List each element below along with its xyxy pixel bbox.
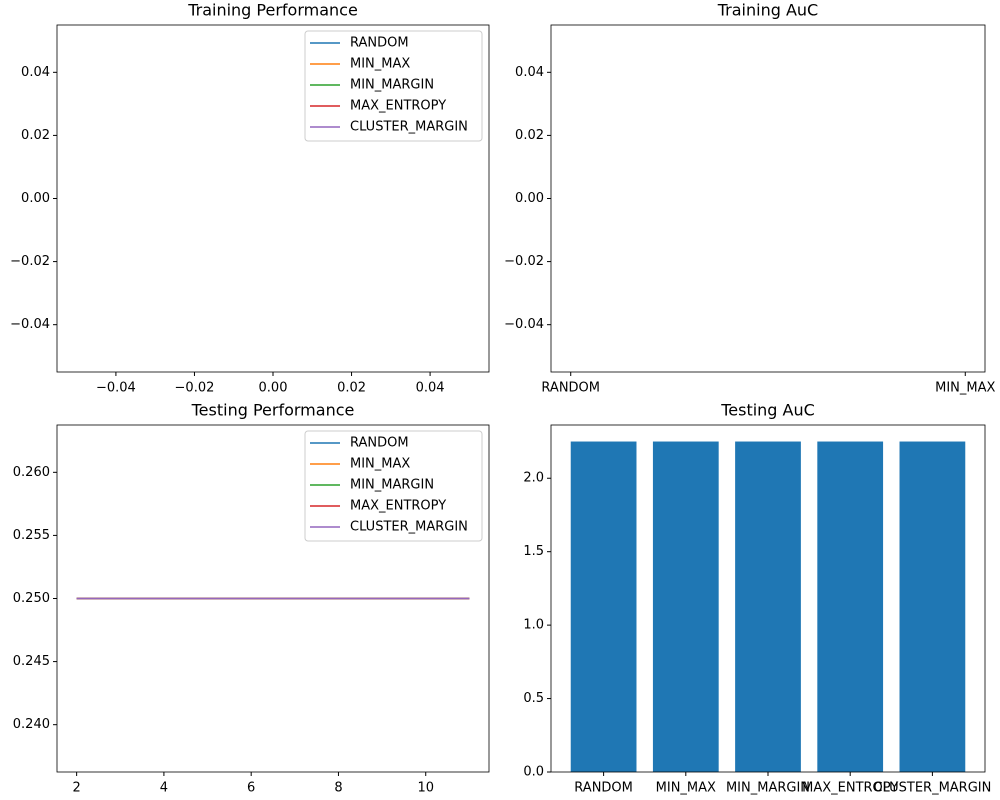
legend-label: MIN_MAX: [350, 457, 410, 472]
x-tick-label: 0.04: [416, 381, 445, 396]
x-tick-label: −0.02: [175, 381, 215, 396]
x-tick-label: MAX_ENTROPY: [802, 781, 898, 796]
y-tick-label: 0.240: [13, 717, 50, 732]
legend-label: CLUSTER_MARGIN: [350, 120, 468, 135]
x-tick-label: MIN_MARGIN: [726, 781, 810, 796]
subplot-title: Training Performance: [187, 1, 358, 20]
bar: [570, 441, 637, 772]
x-tick-label: 0.02: [337, 381, 366, 396]
x-tick-label: RANDOM: [541, 381, 600, 396]
y-tick-label: 0.255: [13, 528, 50, 543]
legend-label: MAX_ENTROPY: [350, 499, 446, 514]
legend-label: MIN_MARGIN: [350, 478, 434, 493]
y-tick-label: −0.02: [10, 254, 50, 269]
legend-box: [304, 430, 483, 542]
x-tick-label: 6: [247, 781, 255, 796]
bar: [817, 441, 884, 772]
axes-frame: [550, 24, 986, 373]
x-tick-label: RANDOM: [574, 781, 633, 796]
subplot-title: Testing AuC: [720, 401, 815, 420]
y-tick-label: 1.0: [523, 618, 544, 633]
y-tick-label: 0.0: [523, 765, 544, 780]
y-tick-label: 0.02: [515, 128, 544, 143]
axes-frame: [56, 424, 490, 773]
x-tick-label: MIN_MAX: [656, 781, 716, 796]
legend-label: MAX_ENTROPY: [350, 99, 446, 114]
y-tick-label: 0.02: [21, 128, 50, 143]
subplot: Training Performance −0.04 −0.02 0.00 0.02 0.…: [10, 1, 490, 396]
y-tick-label: −0.02: [504, 254, 544, 269]
x-tick-label: CLUSTER_MARGIN: [873, 781, 991, 796]
axes-frame: [56, 24, 490, 373]
legend-label: RANDOM: [350, 436, 409, 451]
plot-area: [551, 25, 985, 372]
x-tick-label: 0.00: [259, 381, 288, 396]
subplot: Training AuC −0.04 −0.02 0.00 0.02 0.04 RANDOM…: [504, 1, 995, 396]
y-tick-label: 1.5: [523, 544, 544, 559]
y-tick-label: 0.00: [515, 191, 544, 206]
bar: [899, 441, 966, 772]
x-tick-label: MIN_MAX: [935, 381, 995, 396]
y-tick-label: 0.245: [13, 654, 50, 669]
y-tick-label: 2.0: [523, 471, 544, 486]
legend-label: MIN_MAX: [350, 57, 410, 72]
x-tick-label: 10: [417, 781, 434, 796]
y-tick-label: 0.5: [523, 691, 544, 706]
y-tick-label: 0.260: [13, 465, 50, 480]
subplot-title: Training AuC: [717, 1, 818, 20]
x-tick-label: 4: [160, 781, 168, 796]
y-tick-label: 0.04: [21, 65, 50, 80]
axes-frame: [550, 424, 986, 773]
bar: [652, 441, 719, 772]
legend-label: MIN_MARGIN: [350, 78, 434, 93]
bar: [735, 441, 801, 772]
y-tick-label: 0.04: [515, 65, 544, 80]
legend-label: RANDOM: [350, 36, 409, 51]
y-tick-label: −0.04: [504, 317, 544, 332]
y-tick-label: −0.04: [10, 317, 50, 332]
y-tick-label: 0.00: [21, 191, 50, 206]
subplot: Testing AuC 0.0 0.5 1.0 1.5 2.0 RANDOM MIN_MAX M…: [523, 401, 991, 796]
x-tick-label: 2: [72, 781, 80, 796]
subplot: Testing Performance 0.240 0.245 0.250 0.255 0…: [13, 401, 490, 796]
x-tick-label: −0.04: [96, 381, 136, 396]
legend-box: [304, 30, 483, 142]
legend-label: CLUSTER_MARGIN: [350, 520, 468, 535]
subplot-title: Testing Performance: [191, 401, 355, 420]
x-tick-label: 8: [334, 781, 342, 796]
y-tick-label: 0.250: [13, 591, 50, 606]
